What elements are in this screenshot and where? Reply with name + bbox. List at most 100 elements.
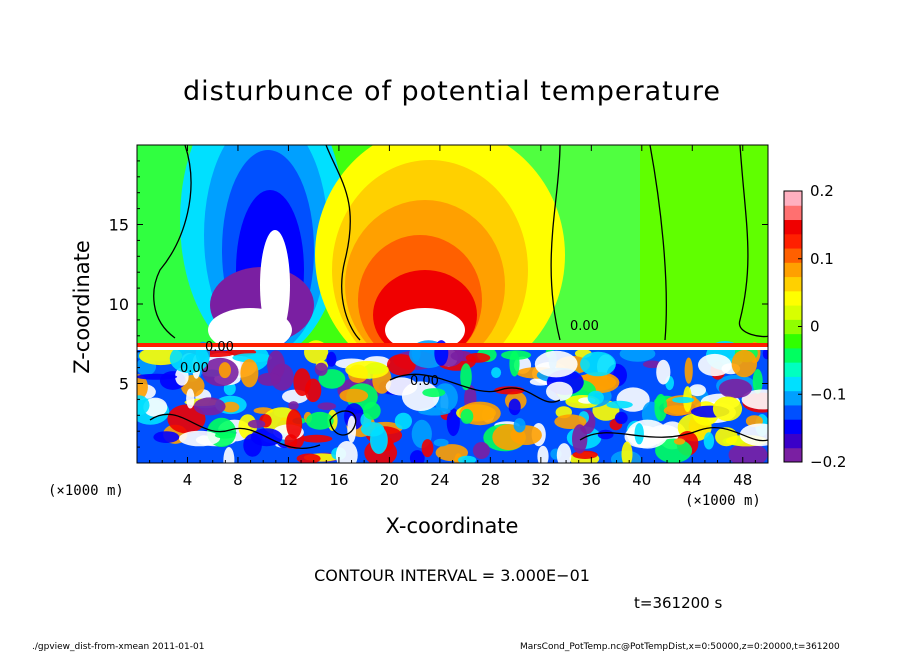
turbulence-patch xyxy=(284,434,298,449)
contour-line xyxy=(325,145,361,341)
turbulence-patch xyxy=(257,372,281,386)
colorbar-segment xyxy=(784,390,802,406)
time-stamp: t=361200 s xyxy=(634,594,723,612)
turbulence-patch xyxy=(508,398,521,416)
colorbar-segment xyxy=(784,191,802,206)
x-tick-label: 16 xyxy=(329,471,348,489)
turbulence-patch xyxy=(689,384,706,397)
turbulence-patch xyxy=(656,359,671,385)
x-tick-label: 8 xyxy=(233,471,243,489)
turbulence-patch xyxy=(684,357,693,384)
colorbar: 0.2 0.1 0 −0.1 −0.2 xyxy=(783,182,846,471)
turbulence-patch xyxy=(718,378,753,399)
turbulence-patch xyxy=(715,427,738,447)
x-tick-label: 24 xyxy=(430,471,449,489)
contour-line xyxy=(550,145,561,341)
turbulence-patch xyxy=(345,361,389,379)
colorbar-segment xyxy=(784,262,802,278)
contour-line xyxy=(579,427,768,442)
turbulence-patch xyxy=(614,411,628,424)
x-axis-label: X-coordinate xyxy=(385,514,519,538)
contour-interval-text: CONTOUR INTERVAL = 3.000E−01 xyxy=(314,566,590,585)
x-tick-label: 44 xyxy=(683,471,702,489)
turbulence-patch xyxy=(642,360,662,369)
turbulence-patch xyxy=(712,396,743,422)
turbulence-patch xyxy=(137,395,150,416)
turbulence-patch xyxy=(572,424,588,454)
contour-label: 0.00 xyxy=(180,361,209,376)
turbulence-patch xyxy=(655,438,693,463)
colorbar-segment xyxy=(784,347,802,363)
turbulence-patch xyxy=(300,434,333,443)
colorbar-tick-label: −0.2 xyxy=(810,453,846,471)
x-axis-unit-right: (×1000 m) xyxy=(685,493,761,509)
contour-line xyxy=(649,145,667,341)
turbulence-patch xyxy=(672,396,695,404)
turbulence-patch xyxy=(186,388,195,409)
contour-label: 0.00 xyxy=(205,340,234,355)
turbulence-patch xyxy=(597,429,614,440)
turbulence-patch xyxy=(218,362,231,379)
colorbar-segment xyxy=(784,376,802,392)
colorbar-tick-label: −0.1 xyxy=(810,385,846,403)
contour-lines xyxy=(149,145,768,450)
z-tick-label: 15 xyxy=(109,216,129,235)
colorbar-segment xyxy=(784,233,802,249)
turbulence-patch xyxy=(409,450,425,463)
contour-label: 0.00 xyxy=(410,374,439,389)
turbulence-patch xyxy=(223,447,235,463)
interface-red xyxy=(137,343,768,347)
turbulence-patch xyxy=(472,442,490,459)
x-tick-label: 36 xyxy=(582,471,601,489)
turbulence-patch xyxy=(433,438,449,447)
turbulence-patch xyxy=(137,374,148,400)
upper-right-band xyxy=(640,145,768,350)
x-tick-label: 20 xyxy=(380,471,399,489)
turbulence-patch xyxy=(703,432,715,450)
turbulence-patch xyxy=(654,393,668,422)
turbulence-patch xyxy=(421,439,434,458)
colorbar-segment xyxy=(784,276,802,292)
turbulence-patch xyxy=(458,455,477,463)
footer-left: ./gpview_dist-from-xmean 2011-01-01 xyxy=(32,642,205,652)
turbulence-patch xyxy=(663,405,691,416)
colorbar-segment xyxy=(784,290,802,306)
turbulence-patch xyxy=(387,354,416,376)
turbulence-patch xyxy=(580,351,616,377)
heatmap-field xyxy=(137,145,768,463)
turbulence-patch xyxy=(731,349,757,378)
turbulence-patch xyxy=(465,352,491,363)
contour-line xyxy=(738,145,768,338)
turbulence-patch xyxy=(752,369,763,394)
colorbar-segment xyxy=(784,305,802,320)
turbulence-patch xyxy=(293,368,311,396)
turbulence-patch xyxy=(739,423,768,447)
turbulence-patch xyxy=(587,390,604,405)
colorbar-tick-label: 0.1 xyxy=(810,250,834,268)
turbulence-patch xyxy=(240,359,259,388)
x-tick-label: 4 xyxy=(183,471,193,489)
contour-line xyxy=(389,373,561,403)
turbulence-patch xyxy=(491,367,502,378)
cold-plume-base-white xyxy=(208,308,292,352)
turbulence-patch xyxy=(460,408,474,424)
turbulence-patch xyxy=(394,412,412,430)
turbulence-patch xyxy=(232,353,273,363)
turbulence-patch xyxy=(728,442,768,463)
turbulence-patch xyxy=(178,430,221,447)
z-tick-label: 5 xyxy=(119,375,129,394)
x-tick-label: 48 xyxy=(733,471,752,489)
turbulence-patch xyxy=(446,408,460,437)
turbulence-patch xyxy=(326,351,337,367)
turbulence-patch xyxy=(546,381,573,402)
turbulence-patch xyxy=(193,397,226,416)
colorbar-segment xyxy=(784,419,802,434)
turbulence-patch xyxy=(214,432,236,439)
x-axis-unit-left: (×1000 m) xyxy=(48,483,124,499)
footer-right: MarsCond_PotTemp.nc@PotTempDist,x=0:5000… xyxy=(520,642,840,652)
colorbar-tick-label: 0.2 xyxy=(810,182,834,200)
turbulence-patch xyxy=(314,362,328,376)
colorbar-segment xyxy=(784,333,802,349)
